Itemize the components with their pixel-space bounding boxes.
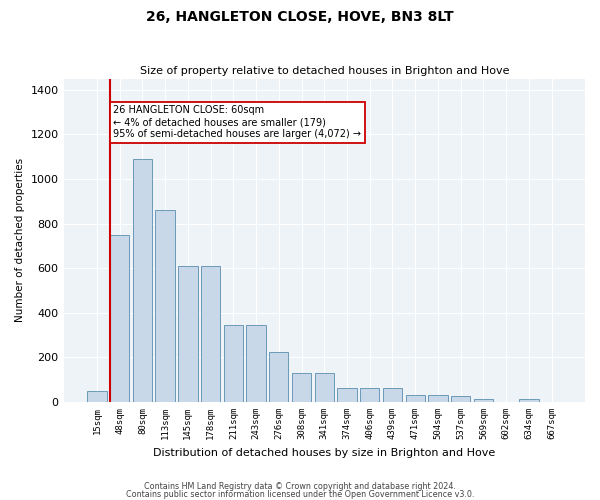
Text: Contains HM Land Registry data © Crown copyright and database right 2024.: Contains HM Land Registry data © Crown c… (144, 482, 456, 491)
Bar (383, 388, 402, 402)
Bar (360, 388, 379, 402)
Bar (87, 391, 107, 402)
Bar (133, 159, 152, 402)
Text: 26, HANGLETON CLOSE, HOVE, BN3 8LT: 26, HANGLETON CLOSE, HOVE, BN3 8LT (146, 10, 454, 24)
Bar (110, 235, 130, 402)
Text: 26 HANGLETON CLOSE: 60sqm
← 4% of detached houses are smaller (179)
95% of semi-: 26 HANGLETON CLOSE: 60sqm ← 4% of detach… (113, 106, 361, 138)
Bar (201, 266, 220, 402)
Bar (519, 398, 539, 402)
Text: Contains public sector information licensed under the Open Government Licence v3: Contains public sector information licen… (126, 490, 474, 499)
Bar (155, 210, 175, 402)
Bar (269, 352, 289, 402)
X-axis label: Distribution of detached houses by size in Brighton and Hove: Distribution of detached houses by size … (153, 448, 496, 458)
Bar (224, 325, 243, 402)
Bar (178, 266, 197, 402)
Bar (474, 398, 493, 402)
Title: Size of property relative to detached houses in Brighton and Hove: Size of property relative to detached ho… (140, 66, 509, 76)
Bar (247, 325, 266, 402)
Bar (314, 373, 334, 402)
Y-axis label: Number of detached properties: Number of detached properties (15, 158, 25, 322)
Bar (406, 396, 425, 402)
Bar (337, 388, 356, 402)
Bar (292, 373, 311, 402)
Bar (428, 396, 448, 402)
Bar (451, 396, 470, 402)
